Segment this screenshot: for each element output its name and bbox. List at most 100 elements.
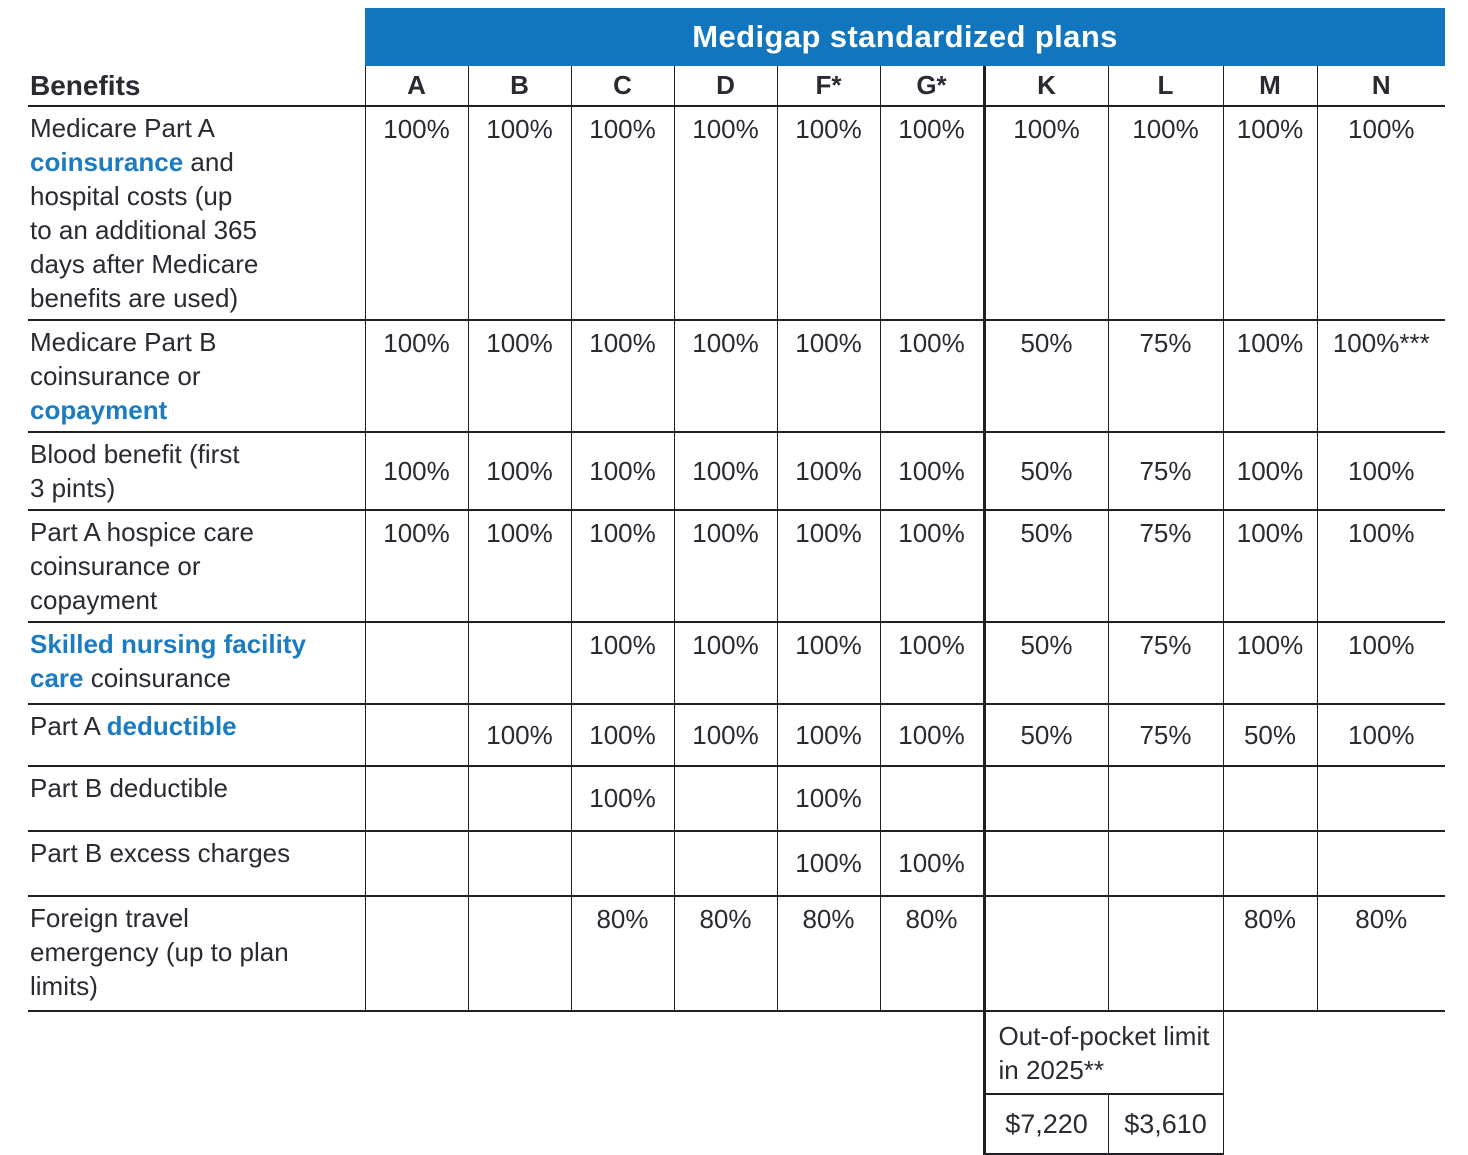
cell-foreign-travel-emergency-plan-n: 80% bbox=[1316, 895, 1446, 1012]
cell-part-a-deductible-plan-k: 50% bbox=[982, 703, 1109, 767]
benefit-label-text: and bbox=[183, 147, 234, 177]
out-of-pocket-limit-plan-k-value: $7,220 bbox=[982, 1093, 1109, 1155]
cell-foreign-travel-emergency-plan-b bbox=[467, 895, 572, 1012]
benefit-row-part-b-deductible: Part B deductible 100% 100% bbox=[28, 765, 1446, 832]
cell-part-a-coinsurance-plan-m: 100% bbox=[1222, 105, 1318, 321]
benefit-label-text: coinsurance or bbox=[30, 361, 201, 391]
cell-part-a-hospice-plan-n: 100% bbox=[1316, 509, 1446, 623]
cell-skilled-nursing-plan-f: 100% bbox=[776, 621, 881, 705]
benefit-label-part-b-excess-charges: Part B excess charges bbox=[28, 831, 365, 897]
benefit-row-part-b-coinsurance: Medicare Part B coinsurance or copayment 10… bbox=[28, 319, 1446, 433]
cell-part-a-deductible-plan-l: 75% bbox=[1107, 703, 1224, 767]
cell-part-a-coinsurance-plan-b: 100% bbox=[467, 105, 572, 321]
benefit-label-text: Medicare Part A bbox=[30, 113, 215, 143]
benefit-label-text: Part A bbox=[30, 711, 107, 741]
cell-skilled-nursing-plan-c: 100% bbox=[570, 621, 675, 705]
plan-column-header-g: G* bbox=[879, 66, 985, 107]
plan-column-header-l: L bbox=[1107, 66, 1224, 107]
cell-blood-benefit-plan-a: 100% bbox=[364, 431, 469, 511]
cell-part-b-excess-charges-plan-n bbox=[1316, 830, 1446, 897]
cell-part-b-deductible-plan-d bbox=[673, 765, 778, 832]
spacer-cell bbox=[28, 1094, 984, 1154]
benefit-label-text: coinsurance bbox=[83, 663, 231, 693]
cell-part-a-coinsurance-plan-l: 100% bbox=[1107, 105, 1224, 321]
benefit-row-part-a-coinsurance: Medicare Part A coinsurance and hospital c… bbox=[28, 105, 1446, 321]
benefits-column-header: Benefits bbox=[28, 66, 365, 107]
cell-skilled-nursing-plan-k: 50% bbox=[982, 621, 1109, 705]
cell-part-b-deductible-plan-m bbox=[1222, 765, 1318, 832]
cell-part-b-coinsurance-plan-f: 100% bbox=[776, 319, 881, 433]
plan-column-header-d: D bbox=[673, 66, 778, 107]
cell-part-b-excess-charges-plan-l bbox=[1107, 830, 1224, 897]
benefit-row-part-a-deductible: Part A deductible 100% 100% 100% 100% 100% 50%… bbox=[28, 703, 1446, 767]
cell-part-a-deductible-plan-b: 100% bbox=[467, 703, 572, 767]
cell-part-a-deductible-plan-g: 100% bbox=[879, 703, 985, 767]
cell-blood-benefit-plan-b: 100% bbox=[467, 431, 572, 511]
benefit-label-part-a-hospice: Part A hospice care coinsurance or copayme… bbox=[28, 510, 365, 623]
cell-part-a-coinsurance-plan-n: 100% bbox=[1316, 105, 1446, 321]
benefit-label-text: Part B deductible bbox=[30, 773, 229, 803]
cell-part-b-excess-charges-plan-m bbox=[1222, 830, 1318, 897]
cell-part-a-hospice-plan-g: 100% bbox=[879, 509, 985, 623]
benefit-row-skilled-nursing: Skilled nursing facility care coinsurance… bbox=[28, 621, 1446, 705]
benefit-label-highlight: copayment bbox=[30, 395, 168, 425]
cell-part-b-excess-charges-plan-a bbox=[364, 830, 469, 897]
cell-part-a-hospice-plan-b: 100% bbox=[467, 509, 572, 623]
cell-part-b-deductible-plan-c: 100% bbox=[570, 765, 675, 832]
benefit-label-text: days after Medicare bbox=[30, 249, 259, 279]
cell-part-b-deductible-plan-f: 100% bbox=[776, 765, 881, 832]
cell-part-b-excess-charges-plan-g: 100% bbox=[879, 830, 985, 897]
benefit-label-text: hospital costs (up bbox=[30, 181, 233, 211]
cell-part-a-deductible-plan-f: 100% bbox=[776, 703, 881, 767]
cell-foreign-travel-emergency-plan-k bbox=[982, 895, 1109, 1012]
cell-part-b-coinsurance-plan-c: 100% bbox=[570, 319, 675, 433]
plan-column-header-m: M bbox=[1222, 66, 1318, 107]
cell-part-a-coinsurance-plan-k: 100% bbox=[982, 105, 1109, 321]
cell-foreign-travel-emergency-plan-l bbox=[1107, 895, 1224, 1012]
corner-spacer bbox=[28, 8, 365, 66]
cell-part-a-hospice-plan-d: 100% bbox=[673, 509, 778, 623]
plan-column-header-k: K bbox=[982, 66, 1109, 107]
cell-part-a-hospice-plan-c: 100% bbox=[570, 509, 675, 623]
banner-row: Medigap standardized plans bbox=[28, 8, 1446, 66]
benefit-label-blood-benefit: Blood benefit (first 3 pints) bbox=[28, 432, 365, 511]
cell-part-b-coinsurance-plan-n: 100%*** bbox=[1316, 319, 1446, 433]
cell-part-a-hospice-plan-f: 100% bbox=[776, 509, 881, 623]
benefit-label-highlight: care bbox=[30, 663, 84, 693]
benefit-row-foreign-travel-emergency: Foreign travel emergency (up to plan limit… bbox=[28, 895, 1446, 1012]
cell-part-b-coinsurance-plan-g: 100% bbox=[879, 319, 985, 433]
benefit-label-highlight: coinsurance bbox=[30, 147, 184, 177]
cell-part-a-deductible-plan-m: 50% bbox=[1222, 703, 1318, 767]
benefit-label-text: Part B excess charges bbox=[30, 838, 291, 868]
benefit-label-skilled-nursing: Skilled nursing facility care coinsurance bbox=[28, 622, 365, 705]
cell-blood-benefit-plan-f: 100% bbox=[776, 431, 881, 511]
benefit-label-text: limits) bbox=[30, 971, 98, 1001]
cell-part-a-coinsurance-plan-f: 100% bbox=[776, 105, 881, 321]
cell-part-a-coinsurance-plan-d: 100% bbox=[673, 105, 778, 321]
cell-blood-benefit-plan-g: 100% bbox=[879, 431, 985, 511]
benefit-row-part-b-excess-charges: Part B excess charges 100% 100% bbox=[28, 830, 1446, 897]
cell-skilled-nursing-plan-a bbox=[364, 621, 469, 705]
cell-foreign-travel-emergency-plan-f: 80% bbox=[776, 895, 881, 1012]
benefit-label-text: to an additional 365 bbox=[30, 215, 257, 245]
benefit-label-text: 3 pints) bbox=[30, 473, 116, 503]
benefit-label-text: Foreign travel bbox=[30, 903, 189, 933]
cell-part-b-excess-charges-plan-c bbox=[570, 830, 675, 897]
benefit-label-highlight: Skilled nursing facility bbox=[30, 629, 306, 659]
cell-part-b-coinsurance-plan-d: 100% bbox=[673, 319, 778, 433]
cell-part-b-excess-charges-plan-d bbox=[673, 830, 778, 897]
cell-skilled-nursing-plan-l: 75% bbox=[1107, 621, 1224, 705]
cell-foreign-travel-emergency-plan-m: 80% bbox=[1222, 895, 1318, 1012]
cell-part-a-hospice-plan-l: 75% bbox=[1107, 509, 1224, 623]
cell-part-b-deductible-plan-l bbox=[1107, 765, 1224, 832]
cell-part-a-coinsurance-plan-c: 100% bbox=[570, 105, 675, 321]
plan-column-header-f: F* bbox=[776, 66, 881, 107]
cell-part-a-deductible-plan-n: 100% bbox=[1316, 703, 1446, 767]
benefit-row-blood-benefit: Blood benefit (first 3 pints) 100% 100% 100%… bbox=[28, 431, 1446, 511]
cell-part-b-excess-charges-plan-b bbox=[467, 830, 572, 897]
cell-blood-benefit-plan-k: 50% bbox=[982, 431, 1109, 511]
cell-skilled-nursing-plan-b bbox=[467, 621, 572, 705]
out-of-pocket-value-row: $7,220 $3,610 bbox=[28, 1093, 1446, 1155]
